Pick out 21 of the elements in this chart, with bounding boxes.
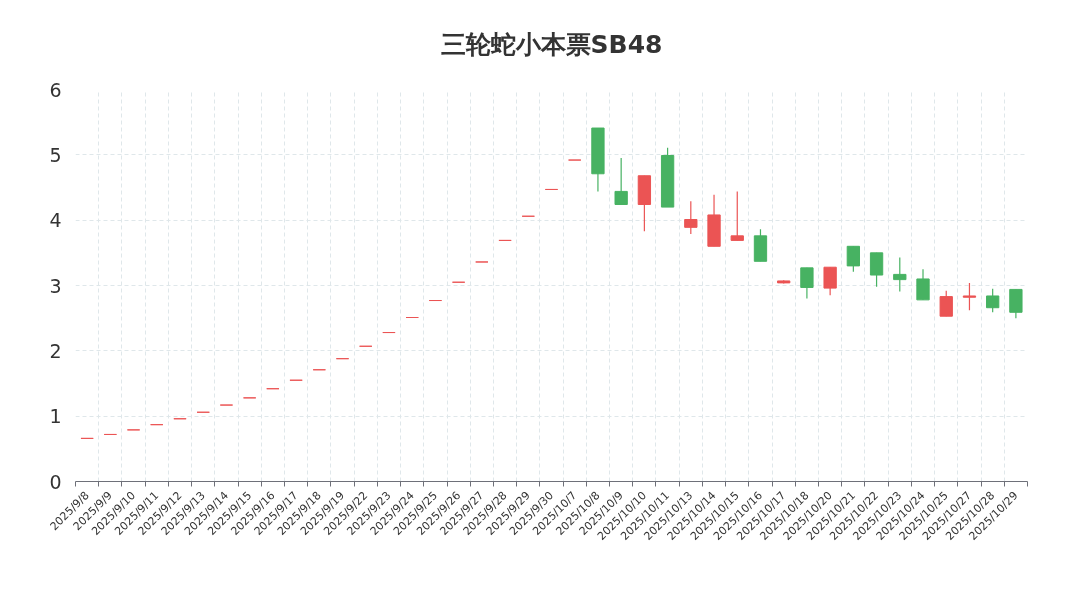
candlestick xyxy=(986,288,1000,313)
candlestick xyxy=(1009,288,1023,319)
y-tick-label: 5 xyxy=(49,143,62,166)
y-tick-label: 6 xyxy=(49,78,62,101)
y-tick-label: 0 xyxy=(49,470,62,493)
chart-title: 三轮蛇小本票SB48 xyxy=(440,29,663,59)
y-tick-label: 4 xyxy=(49,209,62,232)
candlestick xyxy=(823,266,837,296)
candlestick xyxy=(939,290,953,317)
y-tick-label: 1 xyxy=(49,405,62,428)
candlestick xyxy=(916,268,930,301)
candlestick xyxy=(614,157,628,206)
candlestick xyxy=(962,282,977,311)
candlestick xyxy=(846,245,861,273)
candlestick xyxy=(730,190,744,242)
candlestick xyxy=(893,256,907,292)
y-tick-label: 3 xyxy=(49,274,62,297)
y-tick-label: 2 xyxy=(49,339,62,362)
candlestick xyxy=(800,267,814,300)
candlestick xyxy=(869,252,884,288)
candlestick xyxy=(684,200,698,235)
